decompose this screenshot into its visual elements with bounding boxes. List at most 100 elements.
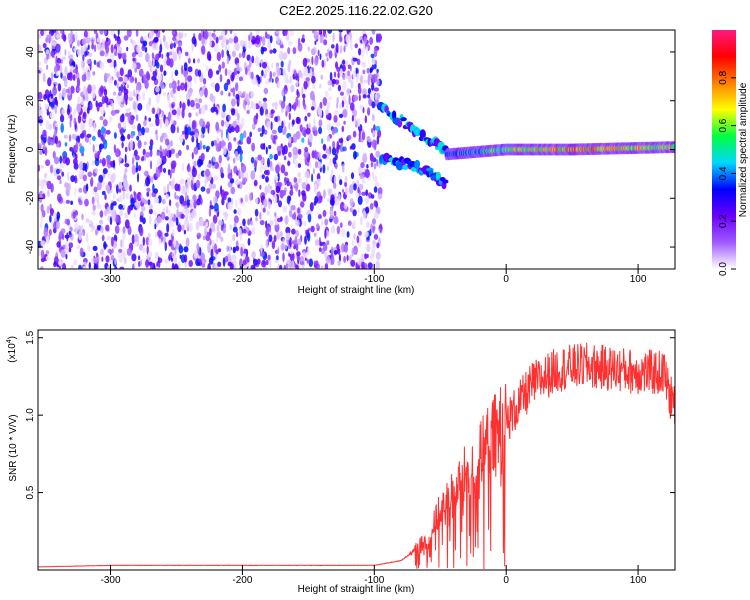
heatmap-cell — [44, 103, 49, 110]
heatmap-cell — [259, 220, 265, 226]
heatmap-cell — [195, 179, 201, 189]
heatmap-cell — [211, 140, 214, 147]
heatmap-cell — [84, 91, 89, 102]
heatmap-cell — [191, 120, 197, 130]
heatmap-cell — [99, 30, 104, 35]
heatmap-cell — [305, 77, 311, 82]
heatmap-cell — [313, 117, 316, 128]
heatmap-cell — [226, 245, 229, 253]
heatmap-cell — [339, 45, 343, 54]
heatmap-cell — [259, 251, 265, 257]
heatmap-cell — [94, 168, 98, 174]
heatmap-cell — [314, 40, 317, 46]
heatmap-cell — [278, 200, 282, 208]
heatmap-cell — [102, 168, 108, 175]
heatmap-cell — [249, 192, 253, 201]
heatmap-cell — [322, 97, 328, 106]
heatmap-cell — [61, 56, 67, 61]
heatmap-cell — [216, 236, 219, 243]
heatmap-cell — [329, 174, 332, 182]
heatmap-cell — [211, 239, 215, 246]
heatmap-cell — [206, 163, 212, 168]
heatmap-cell — [365, 46, 369, 55]
heatmap-cell — [273, 235, 277, 243]
heatmap-cell — [115, 148, 121, 158]
heatmap-cell — [148, 215, 152, 225]
heatmap-cell — [267, 254, 271, 261]
heatmap-cell — [185, 237, 190, 247]
heatmap-cell — [147, 232, 151, 239]
heatmap-cell — [218, 64, 222, 73]
heatmap-cell — [137, 123, 142, 133]
heatmap-cell — [269, 49, 273, 54]
heatmap-cell — [99, 219, 103, 224]
heatmap-cell — [272, 48, 277, 54]
heatmap-cell — [265, 239, 268, 249]
heatmap-cell — [226, 57, 230, 65]
heatmap-cell — [372, 73, 378, 83]
heatmap-cell — [120, 239, 123, 248]
heatmap-cell — [309, 202, 314, 212]
heatmap-cell — [259, 212, 262, 220]
heatmap-cell — [62, 262, 67, 269]
heatmap-cell — [251, 55, 255, 64]
heatmap-cell — [151, 42, 157, 50]
heatmap-cell — [338, 113, 344, 118]
heatmap-cell — [191, 167, 197, 178]
heatmap-cell — [85, 36, 91, 44]
heatmap-cell — [227, 163, 231, 174]
heatmap-cell — [360, 216, 363, 226]
heatmap-cell — [301, 37, 306, 43]
heatmap-cell — [279, 44, 284, 49]
heatmap-cell — [367, 87, 372, 95]
heatmap-cell — [184, 218, 189, 228]
heatmap-cell — [307, 213, 312, 223]
heatmap-cell — [357, 257, 362, 267]
heatmap-cell — [260, 46, 265, 55]
heatmap-cell — [153, 30, 159, 34]
heatmap-cell — [205, 168, 210, 177]
snr-x-axis-label: Height of straight line (km) — [298, 584, 415, 595]
heatmap-cell — [306, 259, 310, 264]
heatmap-cell — [379, 223, 383, 233]
heatmap-cell — [100, 61, 105, 70]
colorbar: 0.0 0.2 0.4 0.6 0.8 Normalized spectral ampl… — [712, 30, 749, 276]
heatmap-cell — [328, 190, 332, 197]
heatmap-cell — [214, 202, 219, 212]
heatmap-cell — [362, 152, 367, 161]
heatmap-cell — [110, 44, 114, 54]
heatmap-cell — [123, 92, 129, 102]
heatmap-cell — [95, 229, 98, 236]
heatmap-cell — [184, 213, 189, 222]
heatmap-cell — [255, 34, 261, 45]
heatmap-cell — [40, 214, 43, 224]
heatmap-cell — [282, 52, 288, 60]
heatmap-cell — [356, 179, 360, 188]
heatmap-cell — [356, 73, 359, 83]
heatmap-cell — [187, 66, 193, 73]
heatmap-cell — [126, 30, 132, 38]
heatmap-cell — [106, 235, 112, 241]
heatmap-cell — [290, 84, 295, 93]
heatmap-cell — [342, 80, 347, 91]
y-tick-label: -20 — [25, 191, 36, 206]
heatmap-cell — [279, 264, 283, 269]
heatmap-cell — [332, 140, 336, 149]
heatmap-cell — [224, 68, 228, 76]
heatmap-cell — [281, 189, 287, 197]
heatmap-cell — [280, 60, 284, 68]
heatmap-cell — [221, 61, 225, 69]
heatmap-cell — [284, 171, 289, 177]
heatmap-cell — [118, 195, 124, 202]
heatmap-cell — [39, 149, 43, 156]
heatmap-cell — [123, 35, 129, 41]
heatmap-cell — [234, 150, 239, 158]
heatmap-cell — [87, 84, 92, 94]
x-tick-label: 100 — [630, 575, 647, 586]
heatmap-cell — [68, 246, 72, 253]
heatmap-cell — [192, 208, 197, 219]
heatmap-cell — [52, 150, 56, 159]
heatmap-cell — [281, 89, 285, 97]
heatmap-cell — [303, 149, 309, 159]
heatmap-cell — [177, 262, 180, 267]
